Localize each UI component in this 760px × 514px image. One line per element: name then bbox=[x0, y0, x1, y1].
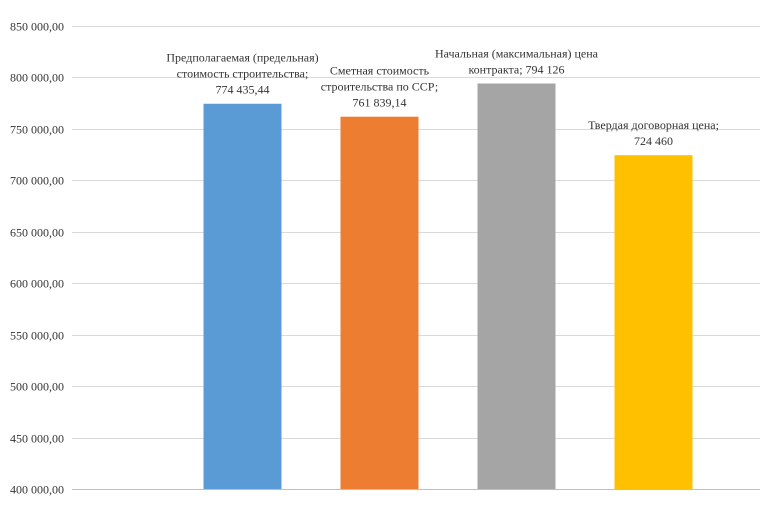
y-tick-label: 550 000,00 bbox=[10, 329, 64, 343]
data-label: строительства по ССР; bbox=[321, 80, 438, 94]
bars bbox=[203, 83, 693, 490]
y-tick-label: 750 000,00 bbox=[10, 123, 64, 137]
y-tick-label: 400 000,00 bbox=[10, 483, 64, 497]
bar bbox=[614, 155, 693, 489]
y-tick-label: 850 000,00 bbox=[10, 20, 64, 34]
data-label: Предполагаемая (предельная) bbox=[166, 51, 318, 65]
y-tick-label: 450 000,00 bbox=[10, 432, 64, 446]
y-tick-label: 600 000,00 bbox=[10, 277, 64, 291]
y-tick-label: 500 000,00 bbox=[10, 380, 64, 394]
data-label: 761 839,14 bbox=[353, 96, 407, 110]
y-axis-tick-labels: 400 000,00 450 000,00 500 000,00 550 000,00… bbox=[10, 20, 64, 497]
data-label: 724 460 bbox=[634, 134, 673, 148]
data-label: Твердая договорная цена; bbox=[588, 118, 719, 132]
data-label: контракта; 794 126 bbox=[468, 62, 564, 76]
data-label: 774 435,44 bbox=[216, 83, 270, 97]
data-labels: Предполагаемая (предельная) стоимость стр… bbox=[166, 46, 719, 148]
bar bbox=[477, 83, 556, 490]
data-label: Начальная (максимальная) цена bbox=[435, 46, 599, 60]
data-label: Сметная стоимость bbox=[330, 64, 430, 78]
y-tick-label: 650 000,00 bbox=[10, 226, 64, 240]
data-label: стоимость строительства; bbox=[177, 67, 309, 81]
bar bbox=[340, 116, 419, 489]
bar bbox=[203, 103, 282, 490]
y-tick-label: 800 000,00 bbox=[10, 71, 64, 85]
y-tick-label: 700 000,00 bbox=[10, 174, 64, 188]
